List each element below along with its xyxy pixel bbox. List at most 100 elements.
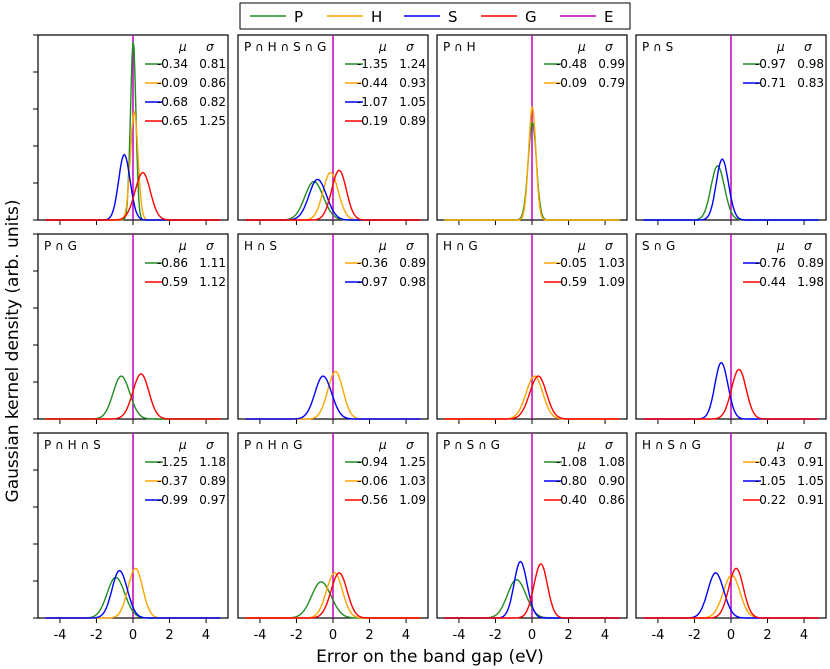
- mu-value: 0.65: [161, 114, 188, 128]
- x-tick-label: 0: [329, 628, 337, 643]
- panel-title: H ∩ G: [443, 239, 478, 253]
- sigma-header: σ: [206, 40, 214, 54]
- density-curve-S: [643, 158, 819, 221]
- panel-title: P ∩ H ∩ S ∩ G: [244, 40, 326, 54]
- mu-value: -0.76: [755, 256, 786, 270]
- mu-value: -0.97: [755, 57, 786, 71]
- sigma-header: σ: [605, 239, 613, 253]
- legend-label-G: G: [525, 8, 537, 26]
- mu-value: -0.44: [357, 76, 388, 90]
- x-tick-label: -2: [90, 628, 103, 643]
- sigma-value: 1.05: [399, 95, 426, 109]
- mu-header: μ: [378, 239, 387, 253]
- mu-value: 0.59: [161, 275, 188, 289]
- mu-value: -1.35: [357, 57, 388, 71]
- sigma-value: 0.98: [797, 57, 824, 71]
- panel-title: P ∩ S: [642, 40, 673, 54]
- sigma-value: 0.89: [399, 256, 426, 270]
- sigma-value: 1.11: [199, 256, 226, 270]
- sigma-value: 0.98: [399, 275, 426, 289]
- x-tick-label: -4: [651, 628, 664, 643]
- density-curve-G: [245, 169, 421, 221]
- panel-7: H ∩ G μ σ -0.05 1.03 0.59 1.09: [436, 233, 628, 424]
- sigma-value: 1.09: [598, 275, 625, 289]
- mu-header: μ: [577, 438, 586, 452]
- sigma-header: σ: [206, 239, 214, 253]
- sigma-value: 1.09: [399, 493, 426, 507]
- mu-header: μ: [178, 239, 187, 253]
- mu-header: μ: [178, 438, 187, 452]
- sigma-value: 1.18: [199, 455, 226, 469]
- mu-header: μ: [178, 40, 187, 54]
- legend-label-H: H: [371, 8, 382, 26]
- density-curve-G: [245, 572, 421, 619]
- panel-4: P ∩ S μ σ -0.97 0.98 -0.71 0.83: [635, 34, 827, 225]
- mu-value: 0.59: [560, 275, 587, 289]
- mu-value: -0.71: [755, 76, 786, 90]
- x-tick-label: -4: [253, 628, 266, 643]
- x-tick-label: 0: [129, 628, 137, 643]
- mu-value: 0.19: [361, 114, 388, 128]
- mu-value: 0.44: [759, 275, 786, 289]
- x-tick-label: 4: [402, 628, 410, 643]
- x-tick-label: -2: [290, 628, 303, 643]
- mu-header: μ: [577, 239, 586, 253]
- mu-value: -0.97: [357, 275, 388, 289]
- sigma-value: 1.98: [797, 275, 824, 289]
- density-curve-H: [444, 105, 620, 221]
- x-tick-label: 4: [202, 628, 210, 643]
- sigma-value: 0.93: [399, 76, 426, 90]
- sigma-value: 1.03: [399, 474, 426, 488]
- mu-value: -0.86: [157, 256, 188, 270]
- panel-3: P ∩ H μ σ -0.48 0.99 -0.09 0.79: [436, 34, 628, 225]
- x-tick-label: -2: [688, 628, 701, 643]
- panel-6: H ∩ S μ σ -0.36 0.89 -0.97 0.98: [237, 233, 429, 424]
- mu-value: -0.68: [157, 95, 188, 109]
- x-axis-label: Error on the band gap (eV): [316, 647, 544, 667]
- panel-10: -4 -2 0 2 4 P ∩ H ∩ G μ σ -0.94 1.25 -0.06 1.03 0.56…: [237, 432, 429, 643]
- x-tick-label: -4: [452, 628, 465, 643]
- panel-title: P ∩ S ∩ G: [443, 438, 500, 452]
- x-tick-label: 2: [165, 628, 173, 643]
- mu-value: 0.56: [361, 493, 388, 507]
- mu-value: -0.34: [157, 57, 188, 71]
- legend-label-P: P: [294, 8, 303, 26]
- sigma-value: 0.89: [797, 256, 824, 270]
- sigma-value: 0.99: [598, 57, 625, 71]
- panel-title: P ∩ H ∩ S: [44, 438, 101, 452]
- sigma-value: 0.97: [199, 493, 226, 507]
- mu-value: -0.94: [357, 455, 388, 469]
- panel-5: P ∩ G μ σ -0.86 1.11 0.59 1.12: [33, 233, 229, 424]
- sigma-header: σ: [804, 239, 812, 253]
- x-tick-label: 4: [601, 628, 609, 643]
- sigma-value: 0.79: [598, 76, 625, 90]
- density-curve-G: [444, 563, 620, 619]
- density-curve-S: [245, 375, 421, 420]
- panel-title: S ∩ G: [642, 239, 675, 253]
- mu-header: μ: [577, 40, 586, 54]
- mu-value: -0.09: [157, 76, 188, 90]
- sigma-value: 0.90: [598, 474, 625, 488]
- mu-header: μ: [776, 40, 785, 54]
- sigma-value: 1.25: [399, 455, 426, 469]
- mu-value: -0.06: [357, 474, 388, 488]
- panel-9: -4 -2 0 2 4 P ∩ H ∩ S μ σ -1.25 1.18 -0.37 0.89 -0.9…: [33, 432, 229, 643]
- mu-value: -0.48: [556, 57, 587, 71]
- sigma-value: 0.82: [199, 95, 226, 109]
- sigma-value: 1.25: [199, 114, 226, 128]
- sigma-value: 0.91: [797, 455, 824, 469]
- mu-value: -1.08: [556, 455, 587, 469]
- mu-value: -0.37: [157, 474, 188, 488]
- panel-title: P ∩ H: [443, 40, 476, 54]
- density-curve-S: [45, 569, 221, 619]
- mu-header: μ: [378, 40, 387, 54]
- legend-label-S: S: [448, 8, 458, 26]
- x-tick-label: 4: [800, 628, 808, 643]
- mu-value: -0.05: [556, 256, 587, 270]
- sigma-header: σ: [406, 40, 414, 54]
- sigma-value: 0.86: [598, 493, 625, 507]
- sigma-header: σ: [605, 438, 613, 452]
- mu-value: -1.05: [755, 474, 786, 488]
